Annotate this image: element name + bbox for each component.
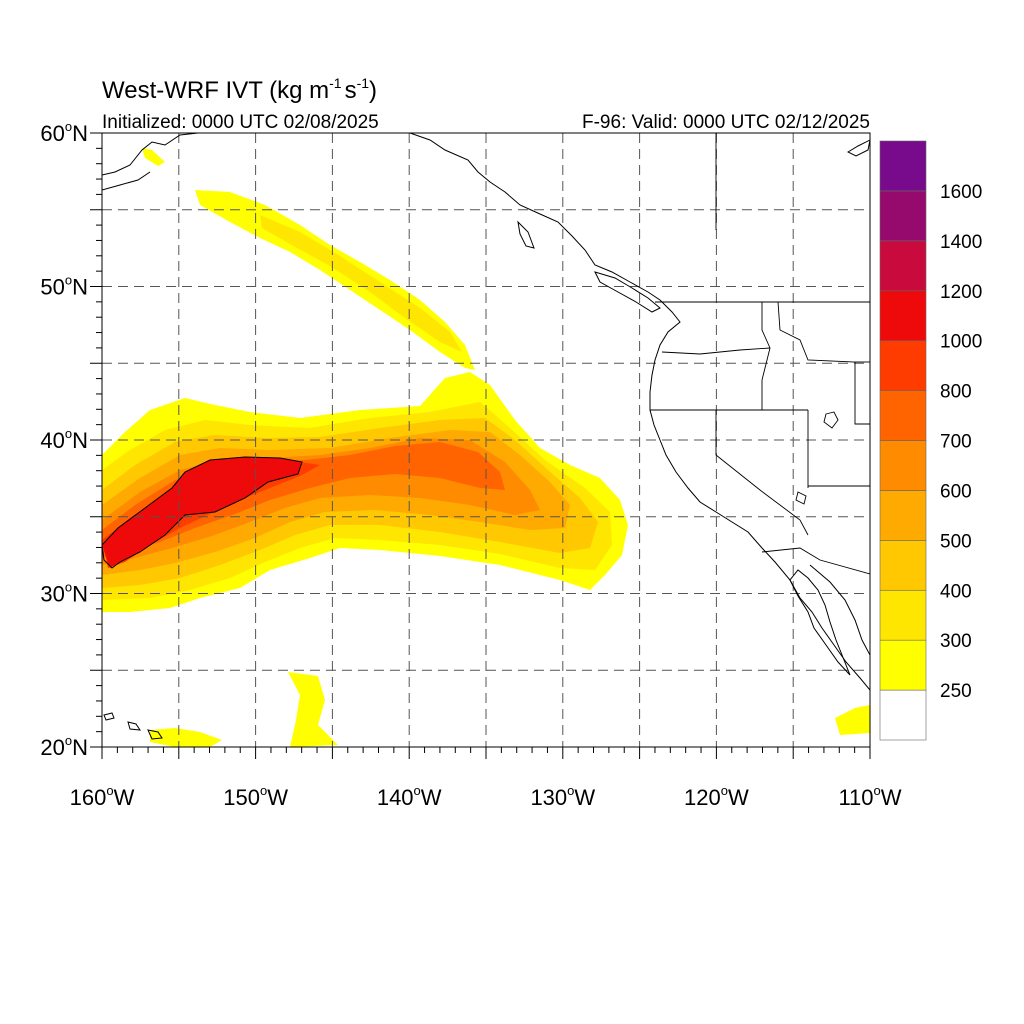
figure-title: West-WRF IVT (kg m-1 s-1)	[102, 75, 377, 104]
colorbar-swatch	[879, 490, 927, 541]
colorbar-swatch	[879, 190, 927, 242]
baja-california	[789, 569, 851, 676]
ivt-250-nw-fleck	[142, 148, 165, 166]
lon-label: 150oW	[223, 783, 288, 810]
title-unit-exp2: -1	[357, 75, 370, 91]
map-panel	[102, 133, 870, 747]
alaska-peninsula	[102, 171, 151, 191]
alaska-coast	[102, 133, 199, 176]
north-america-coast	[409, 133, 870, 691]
lakes	[795, 411, 839, 505]
idaho-montana-border	[777, 301, 870, 425]
colorbar: 250 300 400 500 600 700 800 1000 1200 1400 1600	[879, 140, 982, 741]
ca-nv-border	[715, 410, 809, 536]
lon-label: 120oW	[684, 783, 749, 810]
subtitle-initialized: Initialized: 0000 UTC 02/08/2025	[102, 112, 379, 133]
ivt-1000	[102, 457, 302, 568]
colorbar-swatch	[879, 340, 927, 391]
idaho-border	[761, 302, 771, 410]
ivt-250-south-blob	[288, 672, 338, 747]
us-mexico-border	[761, 547, 870, 575]
title-unit-close: )	[369, 77, 377, 104]
colorbar-swatch	[879, 639, 927, 691]
gulf-california-east	[809, 564, 870, 656]
lat-label: 20oN	[40, 733, 88, 760]
ne-corner-coast	[846, 139, 870, 157]
political-boundaries	[650, 133, 870, 575]
lat-label: 30oN	[40, 580, 88, 607]
ivt-1000-contour	[102, 456, 303, 569]
latitude-labels: 60oN 50oN 40oN 30oN 20oN	[40, 119, 88, 760]
salton-sea	[795, 491, 807, 505]
subtitle-valid: F-96: Valid: 0000 UTC 02/12/2025	[582, 112, 870, 133]
gridlines	[102, 133, 870, 747]
lat-label: 60oN	[40, 119, 88, 146]
colorbar-label: 1200	[940, 282, 982, 303]
colorbar-swatch	[879, 689, 927, 741]
title-unit-mid: s	[345, 77, 357, 104]
colorbar-label: 400	[940, 581, 972, 602]
longitude-labels: 160oW 150oW 140oW 130oW 120oW 110oW	[70, 783, 902, 810]
colorbar-swatch	[879, 290, 927, 341]
vancouver-island	[594, 271, 661, 313]
colorbar-label: 500	[940, 531, 972, 552]
ivt-250-sw-blob	[150, 728, 222, 747]
colorbar-swatch	[879, 390, 927, 441]
lon-label: 130oW	[530, 783, 595, 810]
lon-label: 140oW	[377, 783, 442, 810]
colorbar-swatch	[879, 540, 927, 591]
colorbar-label: 300	[940, 631, 972, 652]
colorbar-swatch	[879, 440, 927, 491]
colorbar-swatch	[879, 240, 927, 292]
colorbar-swatch	[879, 589, 927, 641]
hawaii-islands	[103, 712, 163, 740]
ivt-300-north-band	[260, 215, 462, 352]
ivt-250-se-blob	[835, 705, 870, 735]
colorbar-label: 1000	[940, 332, 982, 353]
lon-label: 160oW	[70, 783, 135, 810]
lat-label: 50oN	[40, 273, 88, 300]
colorbar-label: 800	[940, 382, 972, 403]
colorbar-label: 1400	[940, 232, 982, 253]
colorbar-swatch	[879, 140, 927, 192]
colorbar-label: 700	[940, 432, 972, 453]
colorbar-label: 600	[940, 481, 972, 502]
wa-or-border	[661, 347, 771, 355]
title-main: West-WRF IVT (kg m	[102, 77, 329, 104]
lon-label: 110oW	[838, 783, 901, 810]
haida-gwaii	[517, 220, 535, 249]
title-unit-exp1: -1	[329, 75, 342, 91]
coastlines	[102, 133, 870, 740]
axis-ticks	[90, 132, 871, 759]
colorbar-label: 250	[940, 681, 972, 702]
ivt-250-north-band	[195, 190, 475, 370]
ivt-shading	[102, 148, 870, 747]
lat-label: 40oN	[40, 426, 88, 453]
colorbar-label: 1600	[940, 182, 982, 203]
great-salt-lake	[823, 411, 839, 429]
ivt-700	[102, 442, 505, 558]
